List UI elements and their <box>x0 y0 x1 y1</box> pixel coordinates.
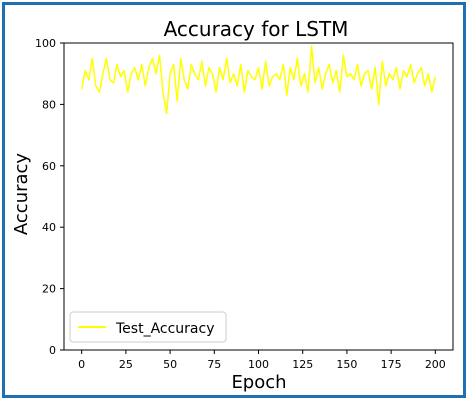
x-tick-label: 100 <box>248 358 269 371</box>
legend-label: Test_Accuracy <box>115 321 215 337</box>
x-tick-label: 0 <box>78 358 85 371</box>
y-tick-label: 80 <box>42 98 56 111</box>
x-tick-label: 50 <box>163 358 177 371</box>
plot-area <box>63 42 454 351</box>
series-line-0 <box>80 45 437 115</box>
y-tick-label: 20 <box>42 283 56 296</box>
x-tick-label: 25 <box>119 358 133 371</box>
chart-title: Accuracy for LSTM <box>164 17 349 41</box>
y-tick-label: 0 <box>49 344 56 357</box>
x-tick-label: 75 <box>207 358 221 371</box>
y-tick-label: 40 <box>42 221 56 234</box>
y-axis-label: Accuracy <box>11 153 32 236</box>
legend-box <box>69 311 227 343</box>
x-tick-label: 200 <box>425 358 446 371</box>
axis-ticks: 0 25 50 75 100 125 150 175 200 0 20 40 60 80 100 <box>35 37 446 371</box>
y-tick-label: 100 <box>35 37 56 50</box>
x-tick-label: 125 <box>292 358 313 371</box>
legend: Test_Accuracy <box>69 311 227 343</box>
y-tick-label: 60 <box>42 160 56 173</box>
x-axis-label: Epoch <box>231 372 286 393</box>
x-tick-label: 150 <box>336 358 357 371</box>
x-tick-label: 175 <box>381 358 402 371</box>
series-lines <box>80 45 437 115</box>
